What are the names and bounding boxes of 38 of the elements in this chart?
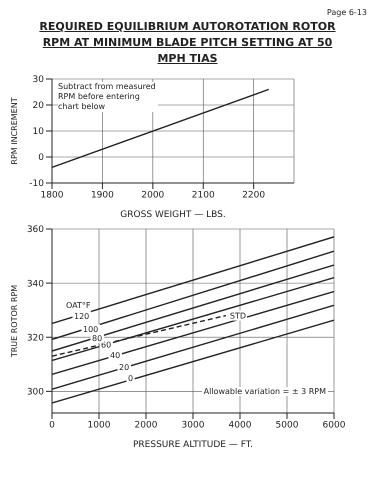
x-tick-label: 2200	[242, 190, 266, 200]
x-tick-label: 0	[49, 420, 56, 430]
x-tick-label: 6000	[322, 420, 346, 430]
x-axis-title: PRESSURE ALTITUDE — FT.	[133, 440, 253, 450]
x-axis-title: GROSS WEIGHT — LBS.	[120, 210, 226, 220]
x-tick-label: 1000	[88, 420, 111, 430]
chart-title: REQUIRED EQUILIBRIUM AUTOROTATION ROTOR RPM AT MINIMUM BLADE PITCH SETTING AT 50 MPH TIAS	[38, 19, 337, 67]
y-tick-label: 340	[26, 279, 44, 290]
y-tick-label: 30	[32, 75, 44, 86]
y-tick-label: -10	[29, 179, 44, 190]
y-tick-label: 10	[32, 127, 44, 138]
series-label: 100	[83, 325, 98, 334]
x-tick-label: 2000	[134, 420, 158, 430]
series-label: 80	[92, 334, 102, 343]
y-tick-label: 320	[26, 333, 44, 344]
y-tick-label: 300	[26, 388, 44, 398]
y-tick-label: 0	[38, 153, 44, 164]
y-tick-label: 20	[32, 101, 44, 112]
series-label: 40	[110, 351, 120, 360]
x-tick-label: 2000	[141, 190, 165, 200]
x-tick-label: 1800	[40, 190, 64, 200]
x-tick-label: 4000	[228, 420, 252, 430]
x-tick-label: 1900	[90, 190, 114, 200]
x-tick-label: 2100	[192, 190, 215, 200]
annotation: Allowable variation = ± 3 RPM	[202, 387, 328, 396]
legend-title: OAT°F	[66, 301, 91, 310]
series-label: 20	[119, 363, 130, 372]
x-tick-label: 5000	[276, 420, 299, 430]
series-label: STD	[230, 312, 246, 321]
y-axis-title: TRUE ROTOR RPM	[10, 284, 19, 358]
annotation: Subtract from measured RPM before entering chart below	[58, 82, 158, 112]
y-tick-label: 360	[26, 225, 44, 236]
text: Page 6-13	[326, 8, 367, 17]
x-tick-label: 3000	[182, 420, 205, 430]
series-label: 120	[74, 312, 90, 322]
y-axis-title: RPM INCREMENT	[10, 97, 19, 165]
series-label: 0	[128, 374, 134, 383]
series-label: 60	[101, 340, 112, 350]
